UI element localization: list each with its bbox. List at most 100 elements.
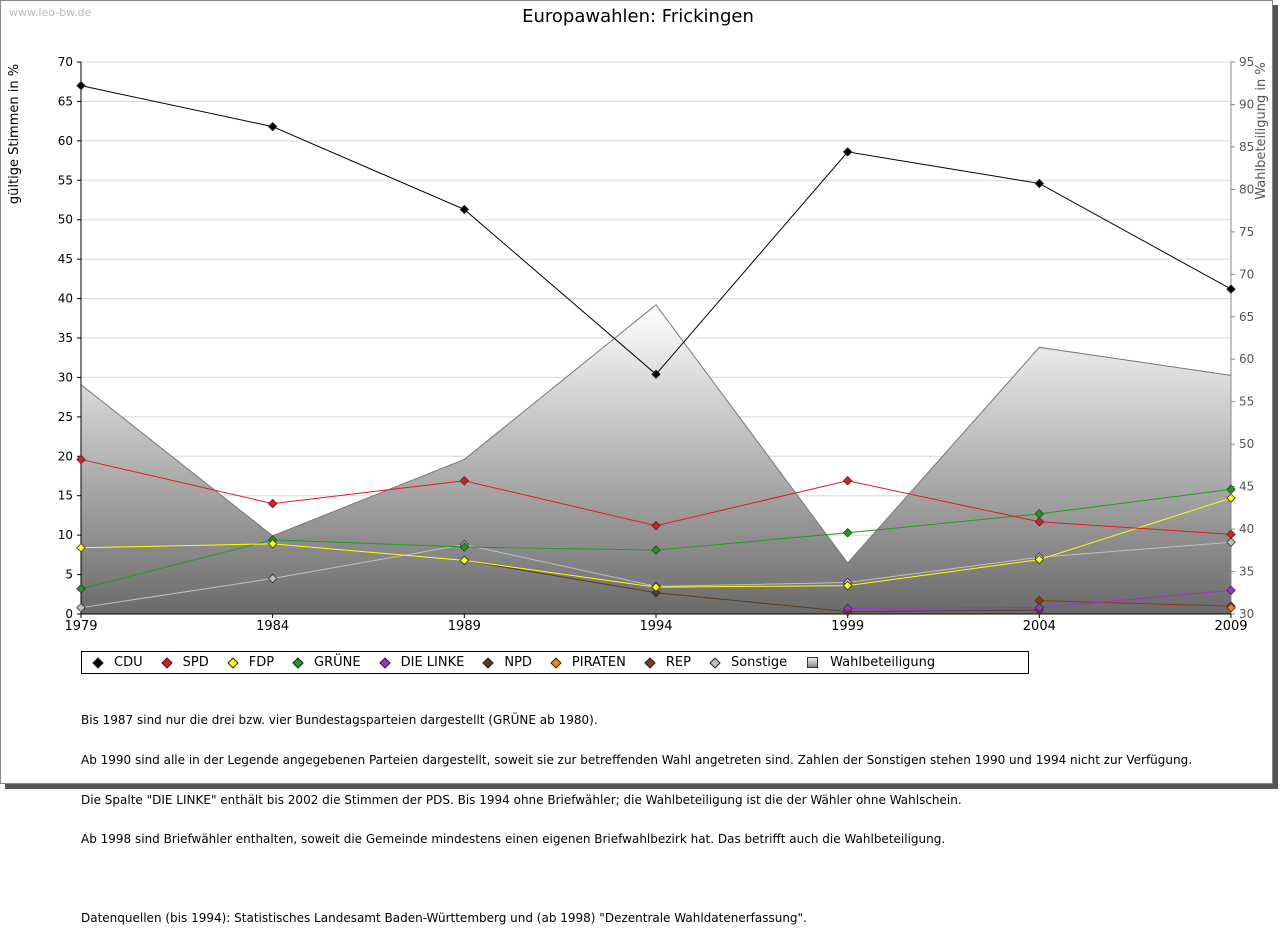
y2-tick-label: 50 (1239, 437, 1254, 451)
point-fdp (76, 542, 86, 553)
y2-tick-label: 55 (1239, 395, 1254, 409)
note-line: Ab 1998 sind Briefwähler enthalten, sowe… (81, 832, 946, 847)
legend-marker (92, 656, 104, 669)
legend-item: GRÜNE (292, 655, 361, 670)
note-line: Die Spalte "DIE LINKE" enthält bis 2002 … (81, 792, 962, 807)
x-tick-label: 1994 (639, 619, 672, 634)
y-tick-label: 40 (58, 292, 73, 306)
y-tick-label: 60 (58, 134, 73, 148)
x-tick-label: 2009 (1214, 619, 1247, 634)
x-tick-label: 1989 (448, 619, 481, 634)
y2-tick-label: 70 (1239, 267, 1254, 281)
point-spd (76, 454, 86, 465)
y-tick-label: 20 (58, 449, 73, 463)
point-spd (459, 475, 470, 486)
legend-marker (550, 656, 562, 669)
y-tick-label: 55 (58, 173, 73, 187)
legend-item: NPD (482, 655, 532, 670)
legend-item: DIE LINKE (378, 655, 465, 670)
point-fdp (267, 539, 278, 549)
legend-label: REP (665, 655, 691, 670)
point-gr-ne (76, 584, 86, 594)
point-cdu (1226, 284, 1236, 294)
x-tick-label: 1984 (256, 619, 289, 634)
y2-tick-label: 95 (1239, 55, 1254, 69)
y-axis-label: gültige Stimmen in % (7, 64, 22, 204)
y-tick-label: 70 (58, 55, 73, 69)
legend-item: SPD (160, 655, 209, 670)
y-tick-label: 10 (58, 528, 73, 542)
legend-label: SPD (182, 655, 209, 670)
axes: 0 5 10 15 20 25 30 35 40 45 50 55 60 65 70 30 35 40 45 50 55… (58, 55, 1255, 634)
legend-item: FDP (227, 655, 274, 670)
point-fdp (459, 555, 470, 566)
point-sonstige (267, 573, 278, 584)
legend-marker (644, 656, 656, 669)
point-npd (651, 587, 661, 598)
y2-tick-label: 80 (1239, 182, 1254, 196)
legend-item: REP (644, 655, 691, 670)
x-tick-label: 2004 (1023, 619, 1056, 634)
y-tick-label: 35 (58, 331, 73, 345)
legend-item: Sonstige (709, 655, 788, 670)
y2-tick-label: 75 (1239, 225, 1254, 239)
y2-tick-label: 90 (1239, 97, 1254, 111)
point-sonstige (76, 602, 86, 613)
chart-title: Europawahlen: Frickingen (522, 6, 754, 27)
point-cdu (267, 121, 278, 132)
y2-tick-label: 40 (1239, 522, 1254, 536)
point-fdp (1034, 554, 1045, 565)
y-tick-label: 65 (58, 94, 73, 108)
legend-marker (482, 656, 495, 669)
note-line: Bis 1987 sind nur die drei bzw. vier Bun… (81, 713, 598, 728)
legend: CDU SPD FDP GRÜNE DIE LINKE NPD PIRATEN REP Sons… (81, 651, 1029, 674)
series-line-rep (1039, 600, 1232, 607)
point-spd (651, 520, 661, 531)
y2-tick-label: 45 (1239, 480, 1254, 494)
point-fdp (842, 580, 853, 591)
point-cdu (76, 80, 86, 91)
point-piraten (1226, 602, 1236, 613)
point-cdu (842, 147, 853, 157)
legend-label: Wahlbeteiligung (830, 655, 936, 670)
legend-marker (292, 656, 304, 669)
legend-marker (378, 656, 391, 669)
legend-item: CDU (92, 655, 143, 670)
series-line-npd (464, 559, 1040, 613)
y2-tick-label: 65 (1239, 310, 1254, 324)
point-gr-ne (842, 528, 853, 538)
y2-tick-label: 30 (1239, 607, 1254, 621)
legend-label: PIRATEN (571, 655, 626, 670)
y2-axis-label: Wahlbeteiligung in % (1254, 62, 1269, 199)
y-tick-label: 45 (58, 252, 73, 266)
legend-item: Wahlbeteiligung (807, 655, 935, 670)
chart-frame: www.leo-bw.de Europawahlen: Frickingen 0… (0, 0, 1273, 925)
point-spd (267, 498, 278, 509)
chart: Europawahlen: Frickingen 0 5 10 15 20 25 30 35 4… (7, 6, 1269, 634)
point-spd (1226, 529, 1236, 540)
point-sonstige (1226, 537, 1236, 548)
note-line: Ab 1990 sind alle in der Legende angegeb… (81, 753, 1193, 768)
legend-label: DIE LINKE (400, 655, 465, 670)
turnout-area (80, 304, 1232, 614)
y-tick-label: 25 (58, 410, 73, 424)
point-gr-ne (459, 542, 470, 552)
legend-label: Sonstige (730, 655, 788, 670)
legend-item: PIRATEN (550, 655, 626, 670)
point-spd (842, 475, 853, 486)
y2-tick-label: 60 (1239, 352, 1254, 366)
x-tick-label: 1979 (64, 619, 97, 634)
point-gr-ne (651, 545, 661, 555)
point-fdp (651, 582, 661, 592)
y2-tick-label: 35 (1239, 565, 1254, 579)
sources-line: Datenquellen (bis 1994): Statistisches L… (81, 911, 807, 926)
legend-label: GRÜNE (314, 655, 361, 670)
y-tick-label: 5 (65, 568, 73, 582)
turnout-area-fill (81, 304, 1231, 614)
legend-marker (227, 656, 239, 669)
point-spd (1034, 516, 1045, 527)
y2-tick-label: 85 (1239, 140, 1254, 154)
legend-label: CDU (114, 655, 143, 670)
point-die-linke (1034, 602, 1045, 613)
point-cdu (459, 204, 470, 215)
